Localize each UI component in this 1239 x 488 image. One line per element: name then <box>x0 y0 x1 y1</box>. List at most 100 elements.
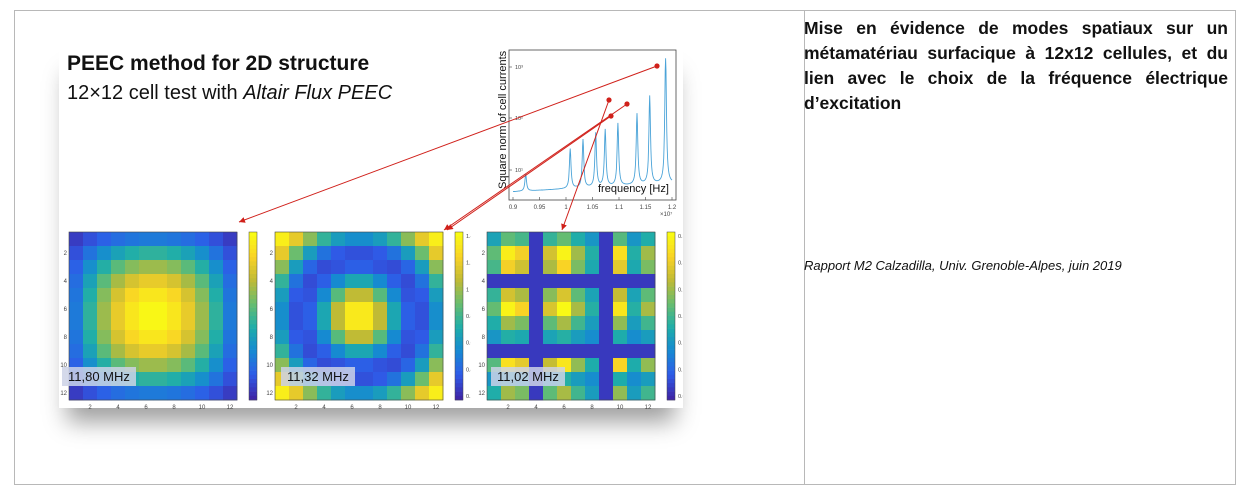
heatmap-cell <box>599 372 614 387</box>
heatmap-cell <box>139 232 154 247</box>
heatmap-ytick-label: 8 <box>482 335 486 341</box>
heatmap-cell <box>275 232 290 247</box>
heatmap-cell <box>167 358 182 373</box>
heatmap-cell <box>627 330 642 345</box>
heatmap-cell <box>515 232 530 247</box>
heatmap-cell <box>317 232 332 247</box>
colorbar-tick-label: 0.8 <box>466 314 471 320</box>
heatmap-cell <box>373 316 388 331</box>
heatmap-cell <box>167 246 182 261</box>
heatmap-cell <box>125 330 140 345</box>
heatmap-cell <box>487 232 502 247</box>
heatmap-cell <box>83 288 98 303</box>
heatmap-xtick-label: 8 <box>590 405 594 410</box>
heatmap-cell <box>167 302 182 317</box>
heatmap-xtick-label: 12 <box>433 405 440 410</box>
colorbar-segment <box>667 353 675 359</box>
colorbar-segment <box>249 232 257 237</box>
heatmap-cell <box>571 316 586 331</box>
colorbar-segment <box>249 269 257 275</box>
colorbar-segment <box>249 311 257 317</box>
colorbar-segment <box>455 366 463 371</box>
mode-arrow <box>443 103 628 231</box>
heatmap-cell <box>69 288 84 303</box>
heatmap-cell <box>223 358 238 373</box>
colorbar-segment <box>249 332 257 338</box>
heatmap-cell <box>331 260 346 275</box>
colorbar-segment <box>249 341 257 346</box>
heatmap-cell <box>167 386 182 401</box>
heatmap-cell <box>571 302 586 317</box>
heatmap-cell <box>401 260 416 275</box>
heatmap-cell <box>139 288 154 303</box>
colorbar-segment <box>455 307 463 313</box>
colorbar-segment <box>455 290 463 296</box>
heatmap-cell <box>515 274 530 289</box>
heatmap-cell <box>429 246 444 261</box>
heatmap-cell <box>125 274 140 289</box>
colorbar-segment <box>667 265 675 271</box>
colorbar-segment <box>249 374 257 380</box>
colorbar-segment <box>455 383 463 388</box>
heatmap-cell <box>289 288 304 303</box>
heatmap-cell <box>515 330 530 345</box>
heatmap-cell <box>501 232 516 247</box>
heatmap-cell <box>557 288 572 303</box>
heatmap-cell <box>571 358 586 373</box>
colorbar-segment <box>667 236 675 241</box>
colorbar-segment <box>667 345 675 350</box>
colorbar-segment <box>455 257 463 262</box>
heatmap-cell <box>415 344 430 359</box>
spectrum-ylabel: Square norm of cell currents <box>497 50 509 189</box>
heatmap-cell <box>303 386 318 401</box>
heatmap-xtick-label: 4 <box>116 405 120 410</box>
colorbar-segment <box>667 395 675 401</box>
heatmap-ytick-label: 4 <box>482 279 486 285</box>
heatmap-cell <box>359 288 374 303</box>
heatmap-cell <box>585 330 600 345</box>
heatmap-cell <box>69 274 84 289</box>
heatmap-cell <box>195 246 210 261</box>
heatmap-cell <box>209 358 224 373</box>
heatmap-cell <box>223 344 238 359</box>
heatmap-cell <box>181 274 196 289</box>
spectrum-curve <box>513 58 673 193</box>
description-title: Mise en évidence de modes spatiaux sur u… <box>804 18 1228 113</box>
colorbar-segment <box>455 265 463 271</box>
heatmap-cell <box>317 274 332 289</box>
heatmap-cell <box>167 330 182 345</box>
heatmap-cell <box>195 344 210 359</box>
heatmap-cell <box>415 358 430 373</box>
heatmap-cell <box>345 316 360 331</box>
colorbar-segment <box>249 383 257 388</box>
colorbar-segment <box>249 303 257 308</box>
heatmap-cell <box>195 316 210 331</box>
colorbar-segment <box>455 395 463 401</box>
heatmap-cell <box>345 288 360 303</box>
heatmap-cell <box>359 302 374 317</box>
heatmap-xtick-label: 8 <box>378 405 382 410</box>
heatmap-cell <box>139 260 154 275</box>
heatmap-ytick-label: 8 <box>270 335 274 341</box>
colorbar-segment <box>667 274 675 279</box>
heatmap-cell <box>139 372 154 387</box>
colorbar-segment <box>455 236 463 241</box>
heatmap-cell <box>571 246 586 261</box>
mode-arrows <box>238 63 660 231</box>
heatmap-cell <box>557 344 572 359</box>
heatmap-cell <box>181 260 196 275</box>
heatmap-cell <box>139 344 154 359</box>
colorbar-segment <box>455 303 463 308</box>
heatmap-frame <box>274 231 444 401</box>
colorbar-segment <box>667 328 675 334</box>
heatmap-cell <box>125 386 140 401</box>
heatmap-xtick-label: 12 <box>645 405 652 410</box>
heatmap-cell <box>415 330 430 345</box>
heatmap-cell <box>373 302 388 317</box>
colorbar-segment <box>667 324 675 329</box>
colorbar-segment <box>249 253 257 258</box>
heatmap-cell <box>373 246 388 261</box>
heatmap-mode-1-frequency: 11,80 MHz <box>62 367 136 386</box>
heatmap-ytick-label: 4 <box>64 279 68 285</box>
heatmap-mode-1: 2244668810101212987654321 11,80 MHz <box>59 230 259 410</box>
